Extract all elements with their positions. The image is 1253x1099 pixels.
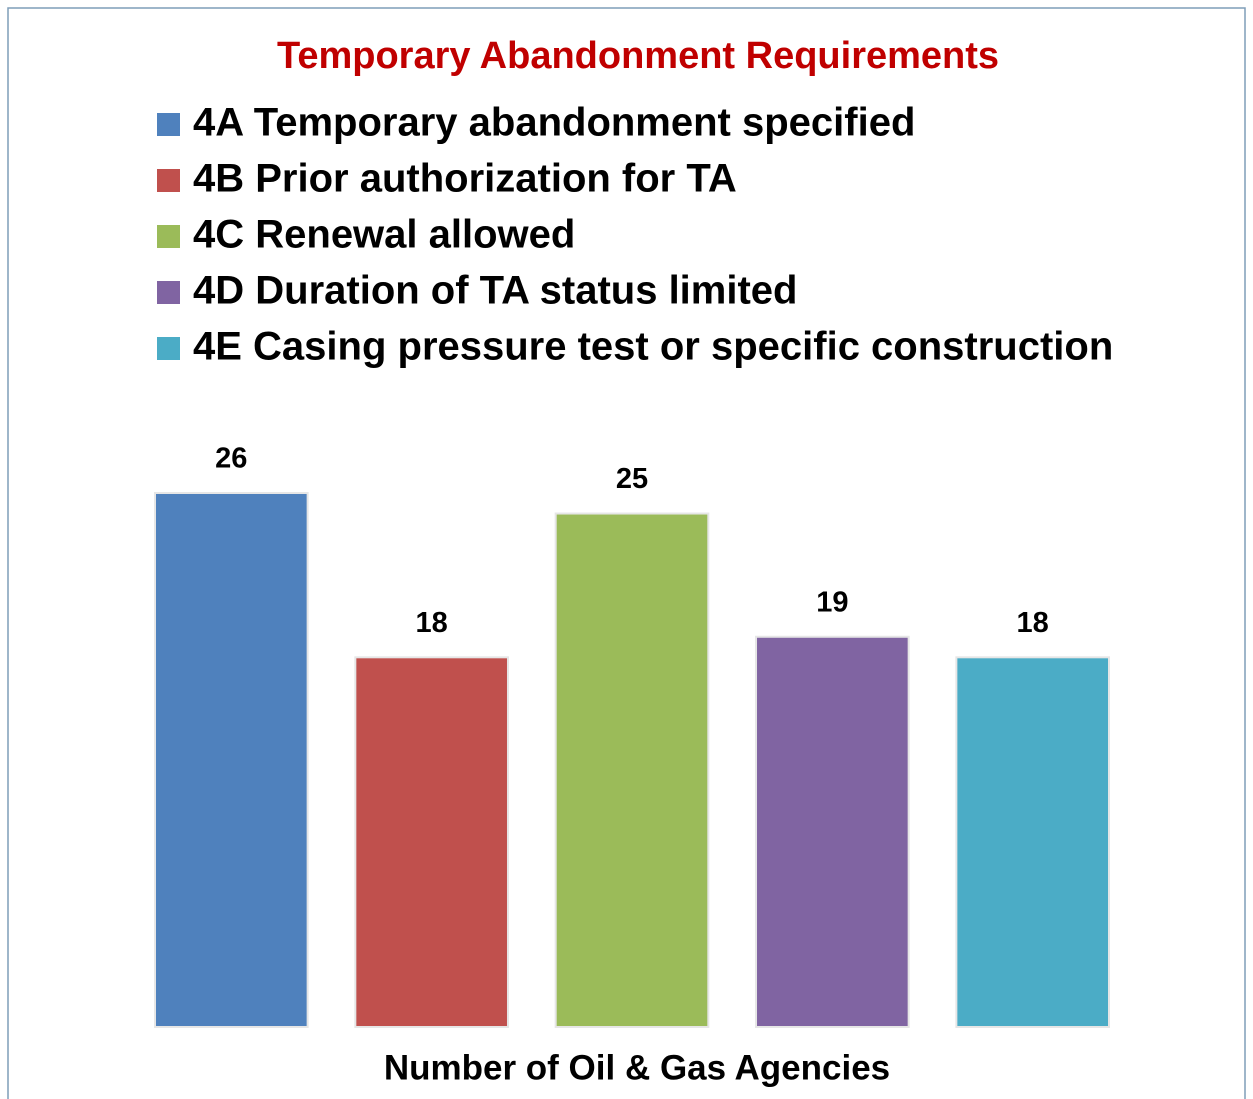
- bar: [755, 635, 910, 1028]
- data-label: 18: [1017, 607, 1049, 639]
- legend-swatch: [157, 169, 180, 192]
- data-label: 26: [215, 443, 247, 475]
- legend-swatch: [157, 281, 180, 304]
- legend-label: 4B Prior authorization for TA: [193, 157, 737, 201]
- legend-label: 4A Temporary abandonment specified: [193, 101, 915, 145]
- bar: [955, 656, 1110, 1028]
- data-label: 25: [616, 463, 648, 495]
- bar: [354, 656, 509, 1028]
- legend-label: 4D Duration of TA status limited: [193, 269, 797, 313]
- legend-label: 4C Renewal allowed: [193, 213, 575, 257]
- bar: [154, 492, 309, 1028]
- data-label: 18: [416, 607, 448, 639]
- x-axis-label: Number of Oil & Gas Agencies: [384, 1048, 890, 1087]
- legend-swatch: [157, 113, 180, 136]
- legend-swatch: [157, 337, 180, 360]
- bar: [554, 512, 710, 1028]
- legend-swatch: [157, 225, 180, 248]
- data-label: 19: [816, 586, 848, 618]
- legend-label: 4E Casing pressure test or specific cons…: [193, 325, 1113, 369]
- chart-title: Temporary Abandonment Requirements: [277, 35, 999, 77]
